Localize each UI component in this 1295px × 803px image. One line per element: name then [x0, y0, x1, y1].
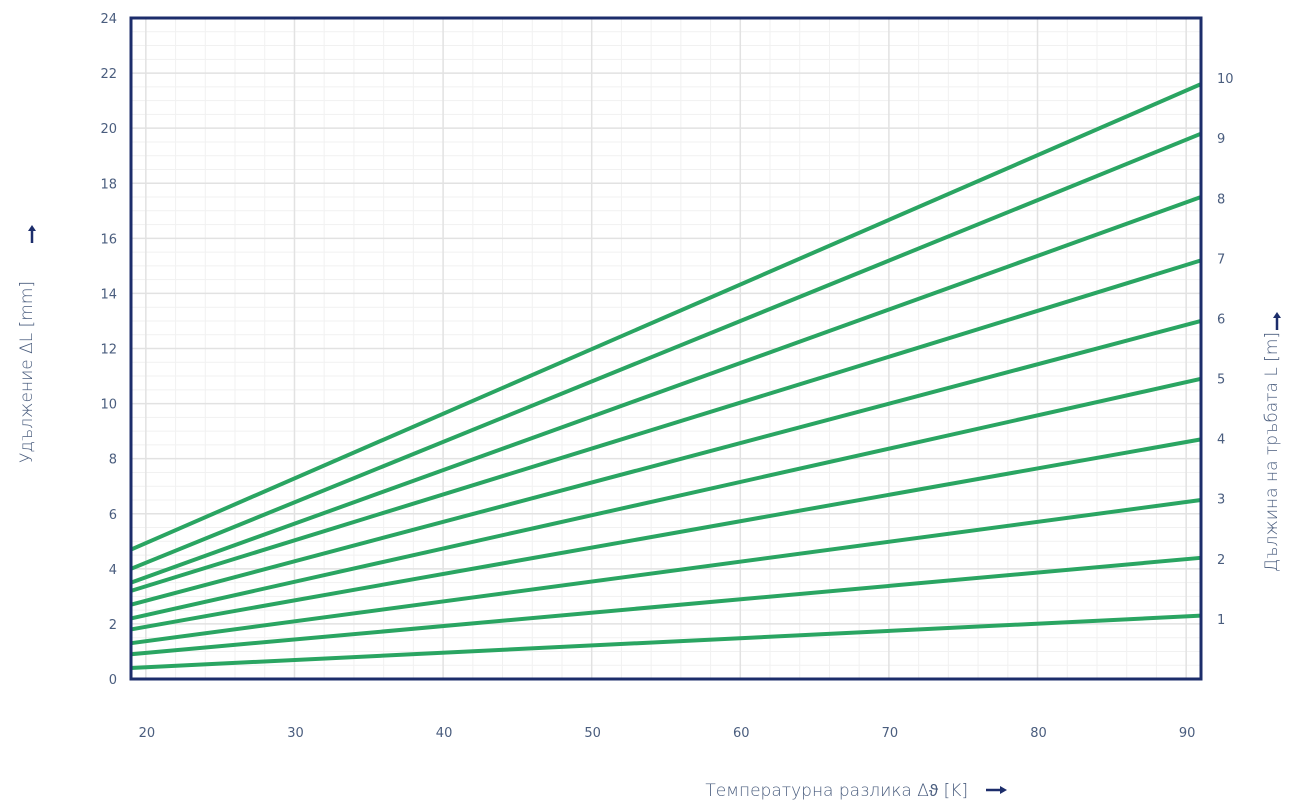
y-tick-label: 16: [100, 232, 117, 247]
x-axis-title: Температурна разлика Δϑ [K]: [705, 781, 968, 801]
y-tick-label: 22: [100, 67, 117, 82]
series-lines: [130, 82, 1202, 670]
y2-tick-label: 7: [1217, 252, 1225, 267]
y2-tick-label: 3: [1217, 493, 1225, 508]
y2-tick-label: 9: [1217, 132, 1225, 147]
series-line-4: [130, 437, 1202, 632]
y2-tick-label: 4: [1217, 433, 1225, 448]
series-line-5: [130, 376, 1202, 621]
y2-tick-label: 2: [1217, 553, 1225, 568]
y2-tick-label: 5: [1217, 373, 1225, 388]
y-tick-label: 8: [109, 453, 117, 468]
series-line-3: [130, 497, 1202, 646]
y-tick-label: 24: [100, 12, 117, 27]
y2-tick-label: 8: [1217, 192, 1225, 207]
x-tick-label: 50: [584, 726, 601, 741]
series-line-8: [130, 195, 1202, 585]
y-tick-label: 12: [100, 343, 117, 358]
y-tick-label: 10: [100, 398, 117, 413]
x-axis-arrow-icon: [986, 786, 1007, 794]
y-tick-label: 2: [109, 618, 117, 633]
y2-axis-title: Дължина на тръбата L [m]: [1262, 332, 1282, 572]
series-line-2: [130, 555, 1202, 657]
x-tick-label: 90: [1179, 726, 1196, 741]
y2-tick-label: 6: [1217, 312, 1225, 327]
y-tick-label: 14: [100, 287, 117, 302]
x-tick-labels: 20 30 40 50 60 70 80 90: [139, 726, 1196, 741]
series-line-7: [130, 258, 1202, 593]
series-line-9: [130, 131, 1202, 571]
x-tick-label: 70: [882, 726, 899, 741]
y2-tick-label: 1: [1217, 613, 1225, 628]
y-tick-label: 4: [109, 563, 117, 578]
y-tick-label: 18: [100, 177, 117, 192]
y-axis-arrow-icon: [28, 225, 36, 243]
series-line-10: [130, 82, 1202, 552]
grid-major: [131, 18, 1201, 679]
y2-tick-label: 10: [1217, 72, 1234, 87]
series-line-1: [130, 613, 1202, 670]
y2-axis-arrow-icon: [1273, 312, 1281, 330]
x-tick-label: 20: [139, 726, 156, 741]
plot-frame: [129, 16, 1203, 681]
y-axis-title: Удължение ΔL [mm]: [17, 281, 37, 463]
y2-tick-labels: 1 2 3 4 5 6 7 8 9 10: [1217, 72, 1234, 628]
x-tick-label: 30: [287, 726, 304, 741]
y-tick-label: 0: [109, 673, 117, 688]
x-tick-label: 40: [436, 726, 453, 741]
y-tick-label: 20: [100, 122, 117, 137]
series-line-6: [130, 319, 1202, 607]
y-tick-label: 6: [109, 508, 117, 523]
x-tick-label: 80: [1030, 726, 1047, 741]
x-tick-label: 60: [733, 726, 750, 741]
